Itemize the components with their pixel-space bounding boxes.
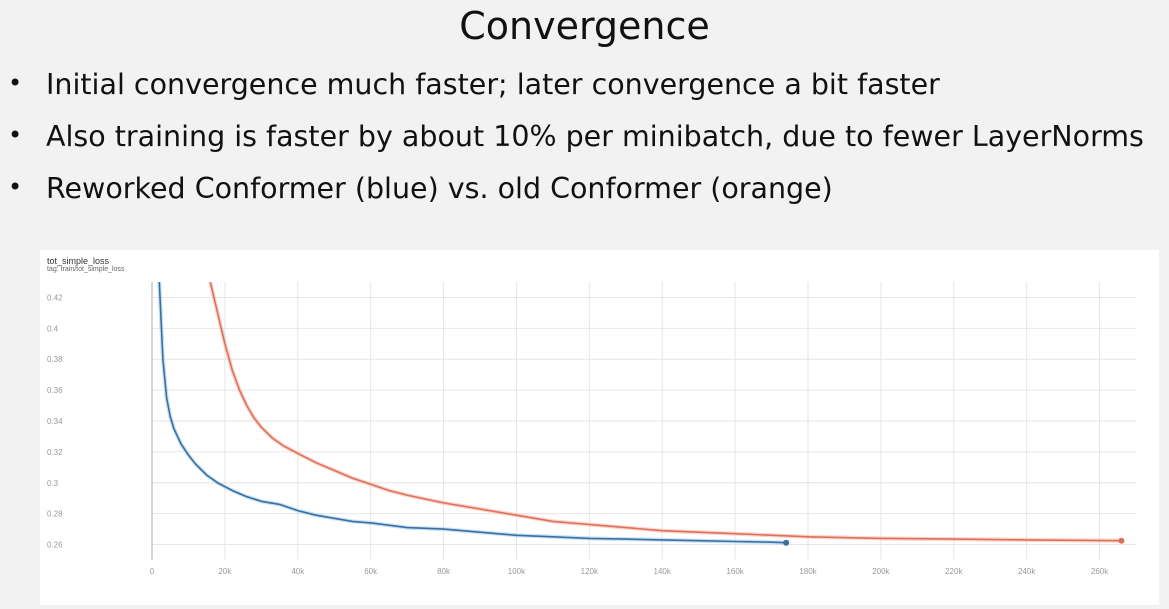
x-tick-label: 200k (872, 567, 890, 576)
y-tick-label: 0.3 (47, 479, 59, 488)
chart-subtitle: tag: train/tot_simple_loss (47, 266, 125, 273)
bullet-dot: • (8, 121, 23, 149)
bullet-text: Initial convergence much faster; later c… (46, 68, 940, 101)
x-tick-label: 60k (364, 567, 378, 576)
x-tick-label: 140k (654, 567, 672, 576)
x-tick-label: 180k (799, 567, 817, 576)
x-tick-label: 120k (581, 567, 599, 576)
series-end-marker (783, 539, 790, 546)
loss-chart: 0 20k 40k 60k 80k 100k 120k 140k 160k 180k 200k 220… (47, 282, 1136, 576)
x-tick-label: 40k (291, 567, 305, 576)
x-tick-label: 0 (150, 567, 155, 576)
chart-panel: tot_simple_loss tag: train/tot_simple_lo… (40, 250, 1159, 605)
slide-title: Convergence (459, 4, 710, 48)
series-line-raw (157, 282, 787, 545)
y-tick-label: 0.34 (47, 417, 63, 426)
x-tick-label: 80k (437, 567, 451, 576)
bullet-text: Also training is faster by about 10% per… (46, 120, 1144, 153)
x-tick-label: 100k (508, 567, 526, 576)
series-line (158, 282, 787, 544)
x-tick-label: 220k (945, 567, 963, 576)
bullet-dot: • (8, 173, 23, 201)
x-tick-label: 20k (218, 567, 232, 576)
bullet-dot: • (8, 69, 23, 97)
y-tick-label: 0.4 (47, 324, 59, 333)
y-tick-label: 0.42 (47, 293, 63, 302)
chart-title: tot_simple_loss (47, 256, 110, 266)
series-end-marker (1118, 537, 1125, 544)
x-tick-label: 240k (1018, 567, 1036, 576)
y-tick-label: 0.36 (47, 386, 63, 395)
x-tick-label: 260k (1091, 567, 1109, 576)
bullet-text: Reworked Conformer (blue) vs. old Confor… (46, 172, 833, 205)
y-tick-label: 0.28 (47, 510, 63, 519)
series-line (209, 282, 1122, 542)
y-tick-label: 0.26 (47, 541, 63, 550)
y-tick-label: 0.38 (47, 355, 63, 364)
x-tick-label: 160k (726, 567, 744, 576)
series-line-raw (208, 282, 1122, 543)
y-tick-label: 0.32 (47, 448, 63, 457)
